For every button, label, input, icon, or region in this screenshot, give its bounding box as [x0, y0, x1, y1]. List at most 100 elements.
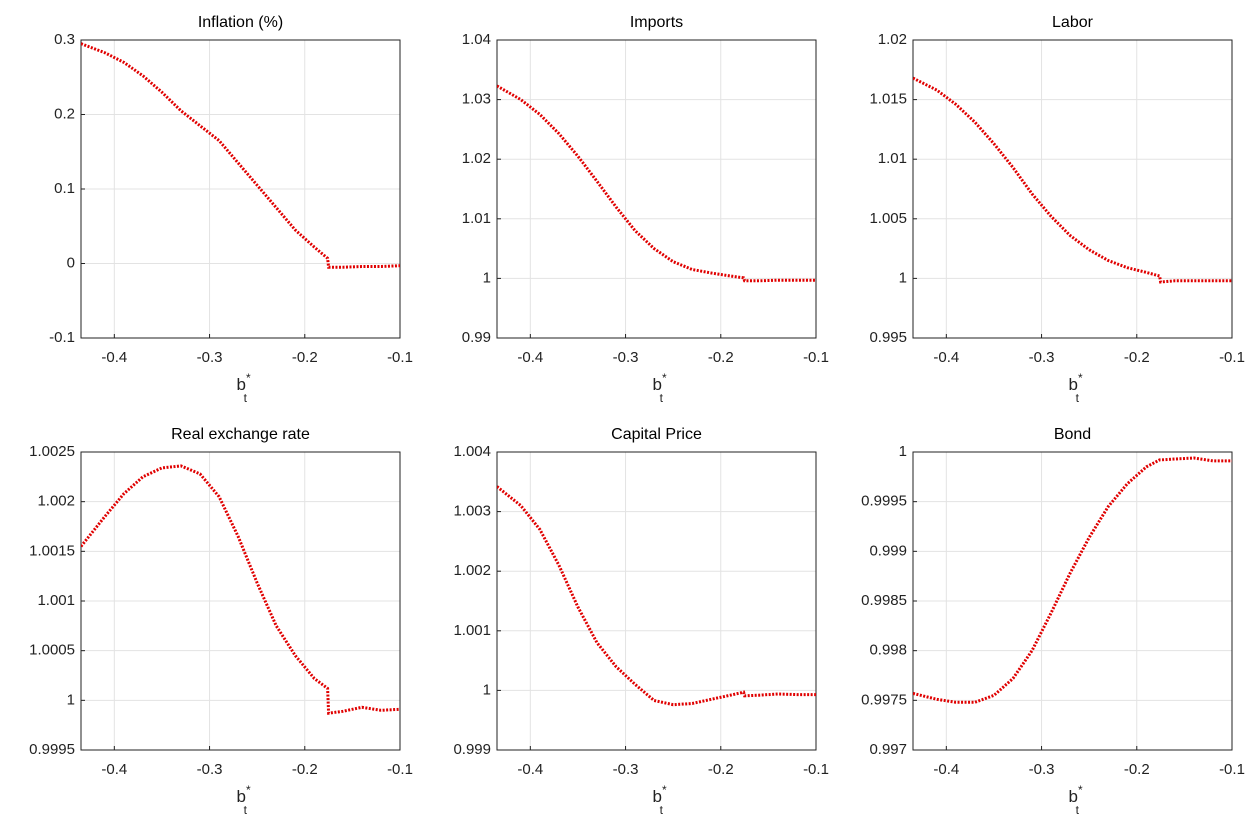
y-tick-label: 0.1 [54, 180, 75, 197]
data-line [913, 456, 1232, 704]
x-tick-label: -0.3 [197, 761, 223, 778]
chart-title: Capital Price [611, 426, 702, 443]
y-tick-label: 1.01 [462, 210, 491, 227]
y-tick-label: 1.0025 [29, 443, 75, 460]
y-tick-label: 1.003 [453, 503, 491, 520]
x-axis-label: b* t [653, 783, 667, 817]
x-tick-label: -0.2 [292, 349, 318, 366]
x-tick-label: -0.1 [803, 349, 829, 366]
x-label-base: b [653, 787, 662, 806]
x-tick-label: -0.3 [1029, 349, 1055, 366]
x-label-base: b [1069, 787, 1078, 806]
x-label-base: b [653, 375, 662, 394]
plot-area [81, 42, 400, 269]
x-tick-label: -0.3 [613, 761, 639, 778]
y-tick-label: 1.02 [462, 150, 491, 167]
x-label-subscript: t [660, 803, 664, 817]
x-axis-label: b* t [1069, 783, 1083, 817]
x-tick-label: -0.4 [933, 761, 959, 778]
y-tick-label: 1 [483, 681, 491, 698]
y-tick-label: -0.1 [49, 329, 75, 346]
plot-area [497, 485, 816, 707]
x-tick-label: -0.4 [101, 761, 127, 778]
x-tick-label: -0.4 [101, 349, 127, 366]
chart-title: Inflation (%) [198, 14, 283, 31]
y-tick-label: 1.002 [37, 493, 75, 510]
x-tick-label: -0.4 [933, 349, 959, 366]
x-tick-label: -0.1 [1219, 349, 1245, 366]
y-tick-label: 1.04 [462, 31, 491, 48]
y-tick-label: 0.999 [869, 542, 907, 559]
subplot: 0.997 0.9975 0.998 0.9985 0.999 0.9995 1 -0.4 -0… [861, 426, 1245, 817]
chart-title: Labor [1052, 14, 1094, 31]
y-tick-label: 1.005 [869, 210, 907, 227]
x-tick-label: -0.4 [517, 761, 543, 778]
plot-area [913, 76, 1232, 284]
y-tick-label: 1.015 [869, 91, 907, 108]
y-tick-label: 1 [899, 443, 907, 460]
x-tick-label: -0.3 [197, 349, 223, 366]
x-tick-label: -0.1 [387, 761, 413, 778]
y-tick-label: 0.999 [453, 741, 491, 758]
chart-title: Real exchange rate [171, 426, 310, 443]
y-tick-label: 0.9975 [861, 691, 907, 708]
y-tick-label: 0.3 [54, 31, 75, 48]
x-label-subscript: t [244, 803, 248, 817]
x-tick-label: -0.2 [292, 761, 318, 778]
x-tick-label: -0.1 [387, 349, 413, 366]
subplot: -0.1 0 0.1 0.2 0.3 -0.4 -0.3 -0.2 -0.1 Inflation … [49, 14, 413, 405]
y-tick-label: 0.99 [462, 329, 491, 346]
data-line [913, 76, 1232, 284]
subplot: 0.995 1 1.005 1.01 1.015 1.02 -0.4 -0.3 -0.2 -0.1… [869, 14, 1244, 405]
axes-box [80, 451, 401, 751]
y-tick-label: 1.0015 [29, 542, 75, 559]
y-tick-label: 0 [67, 254, 75, 271]
x-label-superscript: * [662, 371, 667, 385]
x-label-base: b [237, 787, 246, 806]
y-tick-label: 0.9995 [29, 741, 75, 758]
x-axis-label: b* t [237, 783, 251, 817]
data-line [497, 84, 816, 283]
y-tick-label: 0.9995 [861, 493, 907, 510]
data-line [81, 42, 400, 269]
x-label-subscript: t [660, 391, 664, 405]
x-label-superscript: * [1078, 371, 1083, 385]
x-axis-label: b* t [653, 371, 667, 405]
y-tick-label: 1.03 [462, 91, 491, 108]
x-tick-label: -0.4 [517, 349, 543, 366]
y-tick-label: 0.995 [869, 329, 907, 346]
x-tick-label: -0.1 [1219, 761, 1245, 778]
x-axis-label: b* t [1069, 371, 1083, 405]
data-line [81, 464, 400, 715]
x-tick-label: -0.1 [803, 761, 829, 778]
y-tick-label: 1.001 [37, 592, 75, 609]
y-tick-label: 1.01 [878, 150, 907, 167]
y-tick-label: 1.0005 [29, 642, 75, 659]
x-label-subscript: t [1076, 803, 1080, 817]
axes-box [912, 39, 1233, 339]
axes-box [80, 39, 401, 339]
chart-title: Imports [630, 14, 683, 31]
plot-area [497, 84, 816, 283]
x-tick-label: -0.2 [1124, 761, 1150, 778]
x-label-base: b [237, 375, 246, 394]
plot-area [913, 456, 1232, 704]
x-label-superscript: * [246, 783, 251, 797]
y-tick-label: 0.998 [869, 642, 907, 659]
y-tick-label: 0.997 [869, 741, 907, 758]
y-tick-label: 1.02 [878, 31, 907, 48]
x-tick-label: -0.2 [708, 349, 734, 366]
subplot: 0.9995 1 1.0005 1.001 1.0015 1.002 1.0025 -0.4 -… [29, 426, 413, 817]
subplot: 0.99 1 1.01 1.02 1.03 1.04 -0.4 -0.3 -0.2 -0.1 Imp… [462, 14, 829, 405]
plot-area [81, 464, 400, 715]
data-line [497, 485, 816, 707]
y-tick-label: 0.9985 [861, 592, 907, 609]
x-axis-label: b* t [237, 371, 251, 405]
y-tick-label: 1.004 [453, 443, 491, 460]
x-tick-label: -0.3 [613, 349, 639, 366]
chart-title: Bond [1054, 426, 1091, 443]
x-label-superscript: * [246, 371, 251, 385]
x-tick-label: -0.2 [708, 761, 734, 778]
y-tick-label: 1 [67, 691, 75, 708]
axes-box [496, 39, 817, 339]
